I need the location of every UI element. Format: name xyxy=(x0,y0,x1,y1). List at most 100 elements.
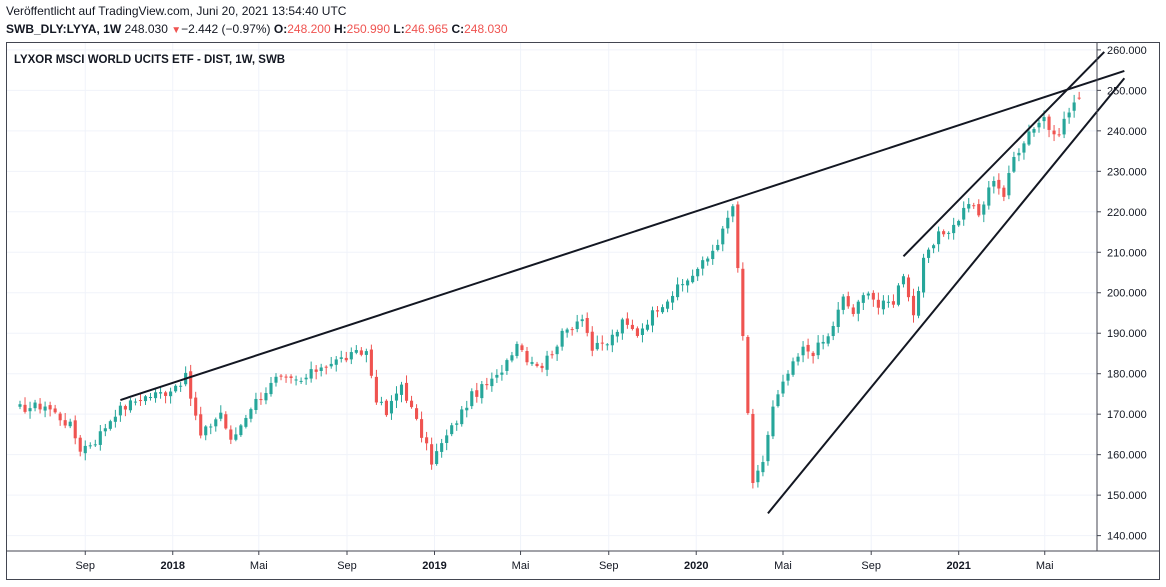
candle xyxy=(691,269,695,284)
candle xyxy=(771,400,775,440)
candle xyxy=(113,409,117,428)
candle xyxy=(987,180,991,210)
candle xyxy=(635,326,639,338)
y-tick-label: 260.000 xyxy=(1107,45,1147,57)
price-change: −2.442 (−0.97%) xyxy=(181,22,271,36)
candle-body xyxy=(962,207,966,220)
candle xyxy=(425,431,429,451)
candle xyxy=(23,397,27,414)
candle xyxy=(48,401,52,417)
candle xyxy=(1032,127,1036,137)
candle xyxy=(911,288,916,323)
candle-body xyxy=(886,301,890,303)
candle xyxy=(179,382,183,392)
candle-body xyxy=(691,275,695,283)
low-value: 246.965 xyxy=(404,22,449,36)
candle-body xyxy=(264,393,268,401)
candle xyxy=(319,363,323,377)
candle xyxy=(686,278,690,293)
candle xyxy=(901,273,906,288)
candle xyxy=(776,389,780,408)
candle xyxy=(1067,107,1071,124)
candle xyxy=(209,423,213,435)
y-tick-label: 180.000 xyxy=(1107,369,1147,381)
down-arrow-icon: ▼ xyxy=(171,25,182,36)
candle-body xyxy=(249,409,253,419)
candle xyxy=(244,414,248,429)
candle-body xyxy=(78,437,82,452)
candle-body xyxy=(374,376,378,403)
candle-body xyxy=(179,385,183,387)
candle xyxy=(962,201,966,226)
candle xyxy=(741,262,745,341)
x-axis: Sep 2018 Mai Sep 2019 Mai Sep 2020 Mai Sep 2021 Mai xyxy=(7,550,1159,572)
candle-body xyxy=(1067,112,1071,118)
candle xyxy=(354,345,358,355)
candle-body xyxy=(334,359,338,365)
x-tick-label: Mai xyxy=(774,560,792,572)
candle-body xyxy=(977,204,981,216)
candle xyxy=(359,347,363,357)
trend-line xyxy=(767,77,1126,514)
candle-body xyxy=(841,296,845,310)
candle xyxy=(620,317,624,340)
candle-body xyxy=(199,414,203,436)
candle xyxy=(972,202,976,209)
candle xyxy=(440,438,444,458)
candle xyxy=(93,439,97,447)
candle-body xyxy=(806,344,810,352)
candle xyxy=(63,413,67,429)
x-tick-label: 2021 xyxy=(946,560,970,572)
candle xyxy=(625,312,629,329)
candle xyxy=(299,377,303,384)
candle-body xyxy=(214,419,218,427)
candle-body xyxy=(776,394,780,407)
x-tick-label: Sep xyxy=(337,560,357,572)
candle xyxy=(610,329,614,353)
y-tick-label: 140.000 xyxy=(1107,531,1147,543)
candle xyxy=(334,356,338,372)
candle xyxy=(1077,91,1081,100)
x-tick-label: 2019 xyxy=(422,560,446,572)
candle xyxy=(560,328,564,351)
candle xyxy=(1057,127,1061,138)
candle xyxy=(886,295,890,308)
candle xyxy=(605,343,609,351)
candle-body xyxy=(866,293,870,296)
candle xyxy=(957,219,961,227)
candle-body xyxy=(1022,143,1026,153)
candle xyxy=(655,306,660,318)
candle xyxy=(194,391,198,421)
candle xyxy=(520,343,524,352)
candle xyxy=(329,356,333,369)
open-label: O: xyxy=(273,22,288,36)
close-value: 248.030 xyxy=(464,22,508,36)
candle-body xyxy=(420,419,424,438)
candle-body xyxy=(746,336,750,414)
candle-body xyxy=(219,412,223,419)
candle xyxy=(1022,141,1026,160)
candle xyxy=(921,253,926,298)
candle-body xyxy=(18,404,22,407)
candle xyxy=(952,217,956,240)
candle-body xyxy=(781,381,785,394)
candle-body xyxy=(696,268,700,277)
candle-body xyxy=(404,382,409,401)
candle xyxy=(721,225,725,252)
candle xyxy=(103,423,107,437)
candle-body xyxy=(68,421,72,427)
y-tick-label: 240.000 xyxy=(1107,126,1147,138)
candle-body xyxy=(279,375,283,377)
candle xyxy=(409,395,414,409)
candle xyxy=(927,247,931,263)
candle-body xyxy=(756,470,760,483)
y-tick-label: 250.000 xyxy=(1107,85,1147,97)
candle xyxy=(324,365,328,375)
candle-body xyxy=(143,396,148,402)
y-tick-label: 150.000 xyxy=(1107,490,1147,502)
candle-body xyxy=(630,324,634,329)
candle xyxy=(43,401,47,418)
candle xyxy=(415,404,419,421)
candle xyxy=(525,346,529,366)
